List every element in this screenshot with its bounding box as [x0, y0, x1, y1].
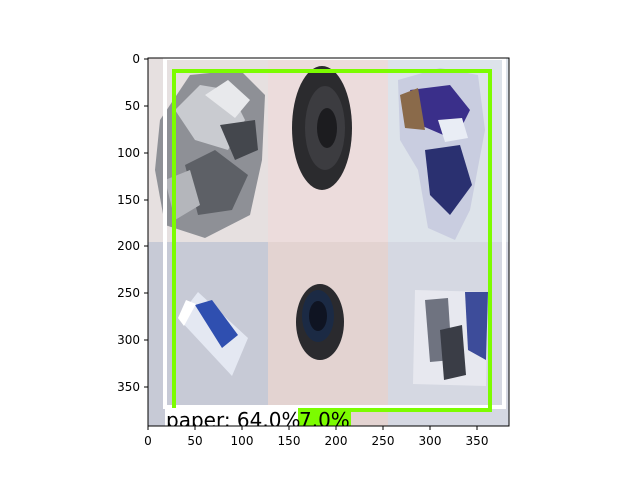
plastic-wrapper-object	[398, 68, 485, 240]
y-tick-label: 0	[132, 52, 140, 66]
x-axis: 0 50 100 150 200 250 300 350	[144, 426, 488, 448]
x-tick-label: 0	[144, 434, 152, 448]
detection-label-bg-green	[298, 408, 351, 426]
black-lid-object	[292, 66, 352, 190]
y-tick-label: 150	[117, 193, 140, 207]
image-axes: paper: 64.0% 7.0% 0 50 100 150 200 250 3…	[117, 52, 510, 448]
x-tick-label: 250	[372, 434, 395, 448]
detection-label-paper: paper: 64.0%	[166, 408, 300, 432]
y-tick-label: 250	[117, 286, 140, 300]
x-tick-label: 50	[187, 434, 202, 448]
y-tick-label: 300	[117, 333, 140, 347]
y-axis: 0 50 100 150 200 250 300 350	[117, 52, 148, 394]
detection-label-bg-white	[165, 408, 298, 426]
photo-grid: paper: 64.0% 7.0%	[148, 58, 509, 432]
x-tick-label: 200	[325, 434, 348, 448]
detection-box-white	[163, 58, 506, 409]
y-tick-label: 100	[117, 146, 140, 160]
y-tick-label: 50	[125, 99, 140, 113]
toothpaste-tube-object	[178, 292, 248, 376]
x-tick-label: 100	[231, 434, 254, 448]
x-tick-label: 150	[278, 434, 301, 448]
paper-packet-object	[413, 290, 488, 386]
y-tick-label: 200	[117, 239, 140, 253]
axes-frame	[147, 57, 510, 427]
y-tick-label: 350	[117, 380, 140, 394]
bottle-cap-object	[296, 284, 344, 360]
x-tick-label: 350	[466, 434, 489, 448]
detection-label-green: 7.0%	[299, 408, 350, 432]
x-tick-label: 300	[419, 434, 442, 448]
